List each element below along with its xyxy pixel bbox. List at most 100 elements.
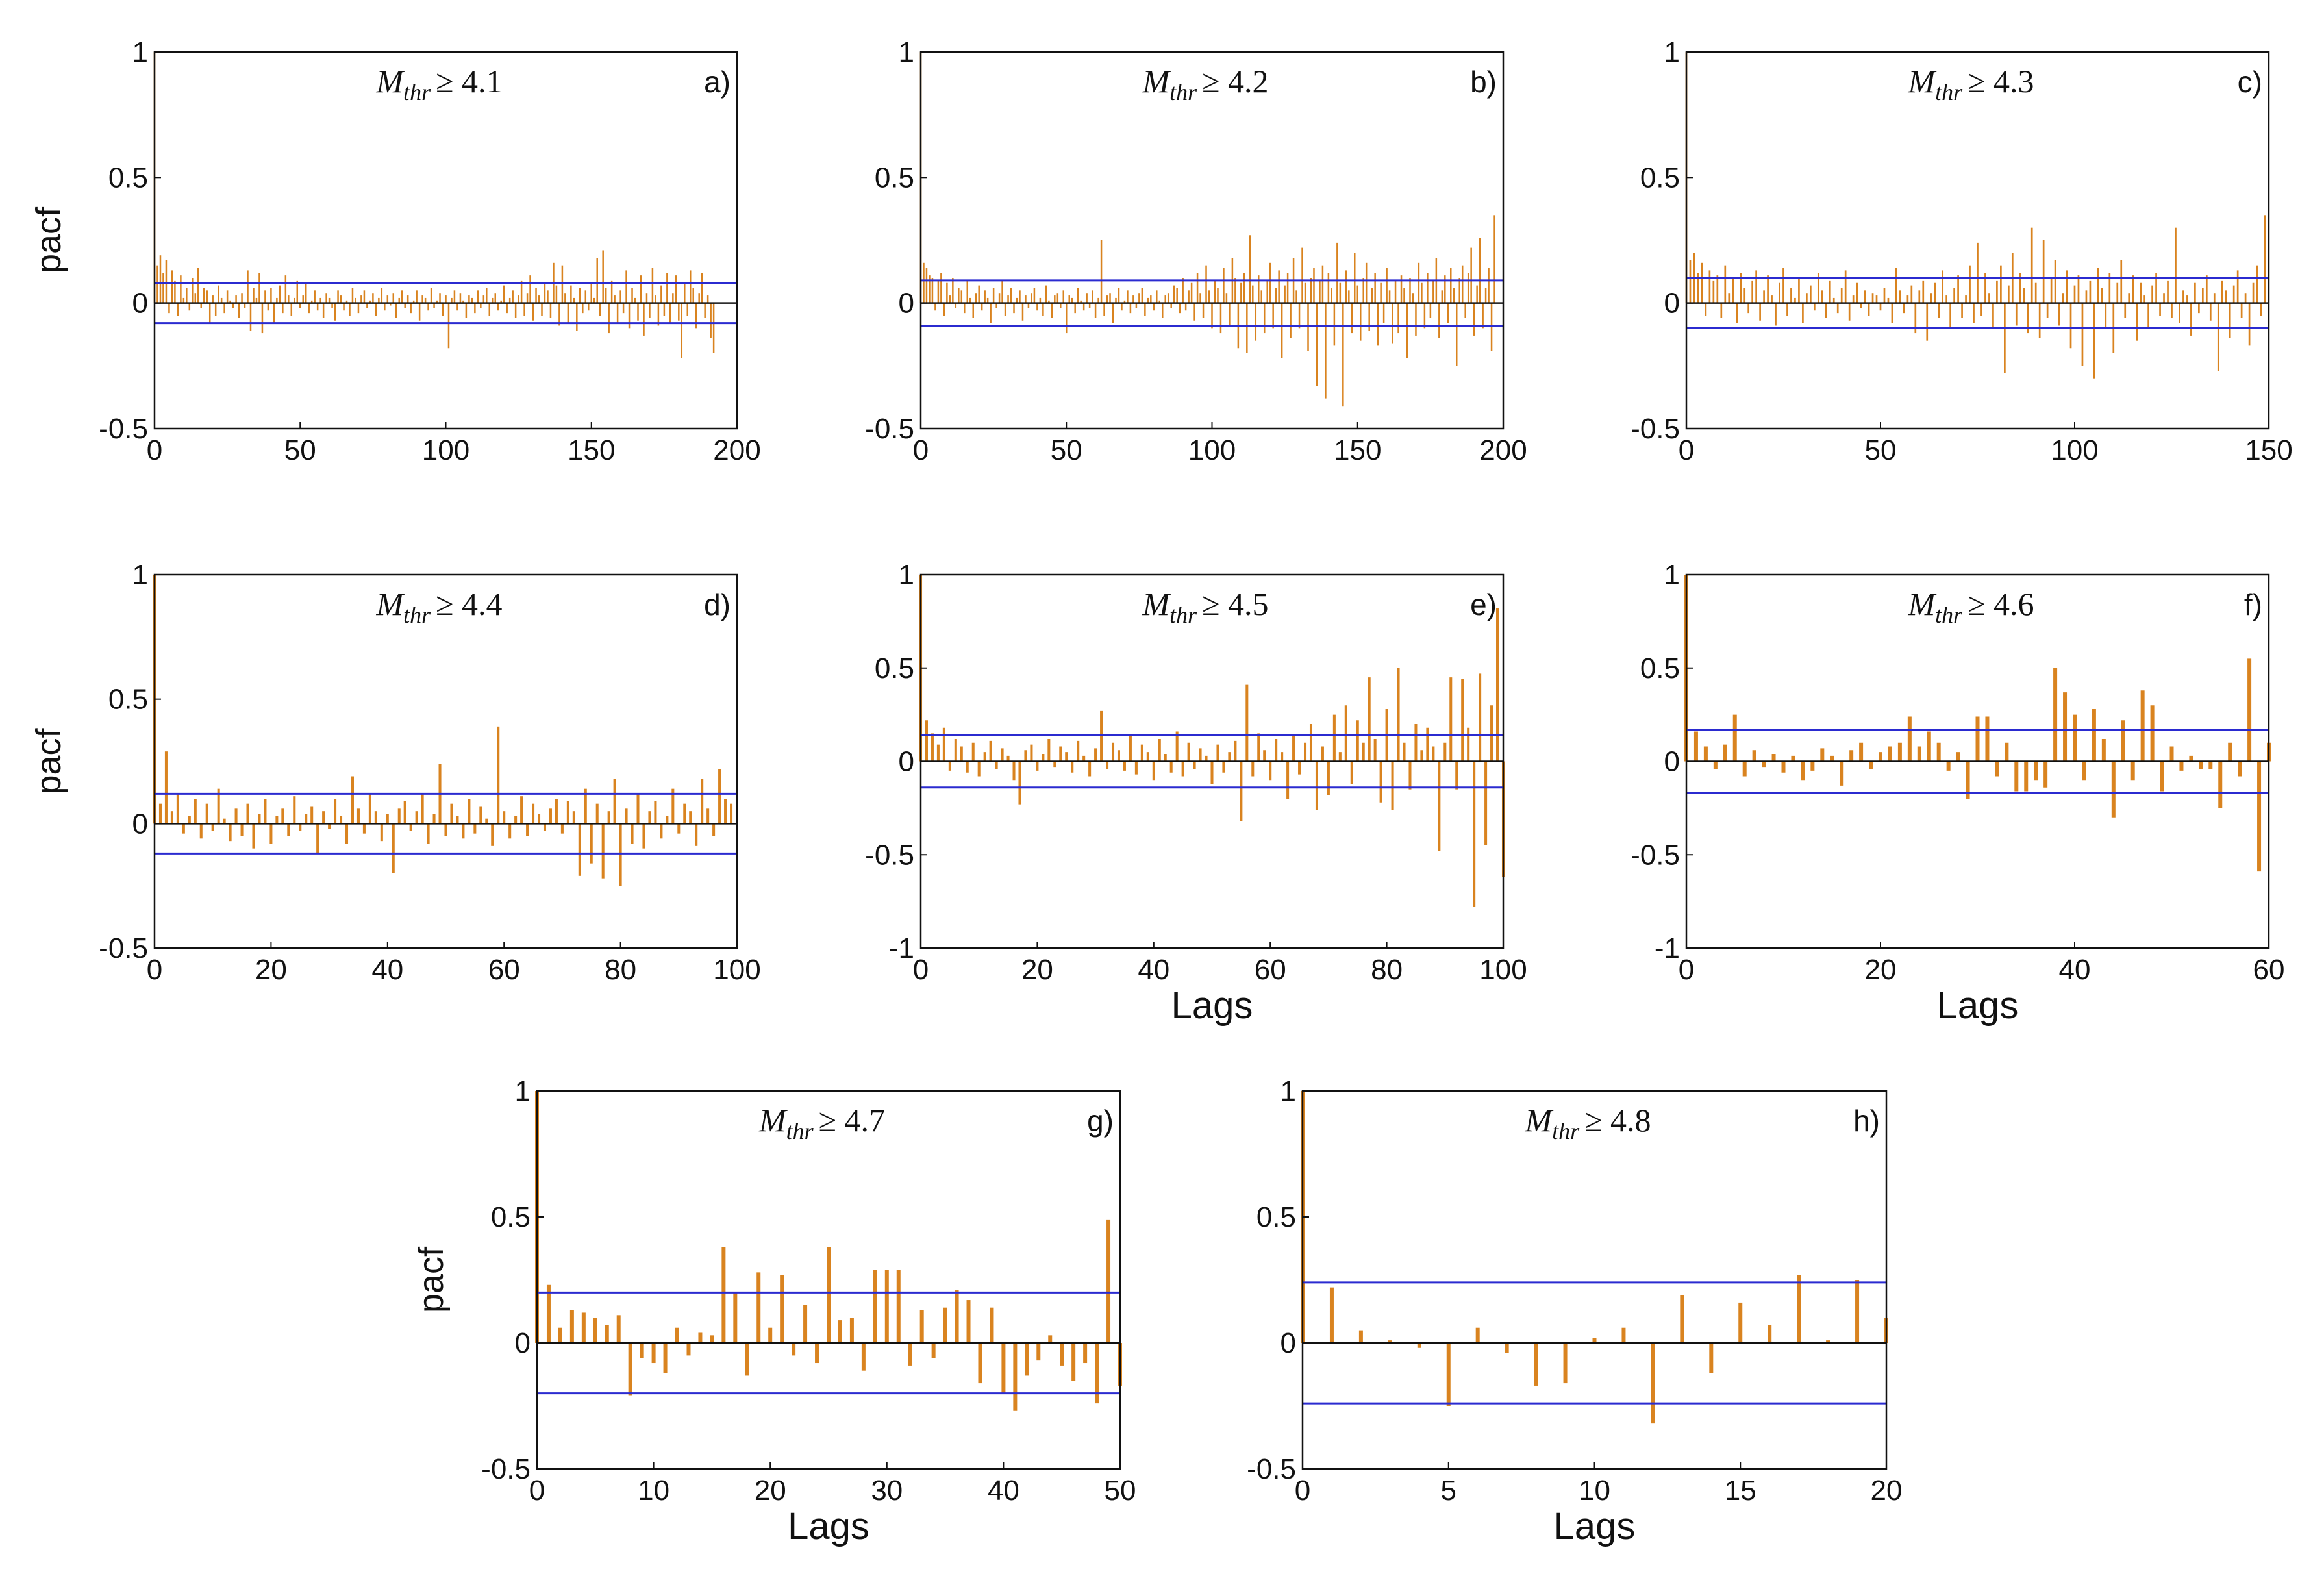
x-tick-label: 0 — [529, 1475, 545, 1507]
pacf-bar — [710, 1335, 714, 1343]
pacf-bar — [2046, 303, 2049, 318]
axes-frame — [1685, 51, 2270, 430]
pacf-bar — [1914, 303, 1917, 334]
pacf-bar — [1263, 303, 1266, 334]
x-tick-label: 0 — [1295, 1475, 1310, 1507]
pacf-bar — [1071, 761, 1074, 773]
pacf-bar — [1768, 1325, 1772, 1343]
pacf-bar — [164, 751, 168, 824]
pacf-bar — [1258, 275, 1260, 303]
pacf-bar — [590, 823, 593, 864]
pacf-bar — [1771, 754, 1776, 762]
pacf-bar — [1356, 285, 1358, 303]
pacf-bar — [1732, 714, 1737, 762]
x-axis-label: Lags — [1171, 984, 1253, 1027]
x-axis-label: Lags — [788, 1505, 869, 1547]
pacf-bar — [1697, 273, 1699, 303]
pacf-bar — [2130, 761, 2135, 781]
pacf-bar — [634, 297, 636, 303]
pacf-bar — [1493, 215, 1495, 303]
pacf-bar — [384, 303, 386, 311]
pacf-bar — [1740, 273, 1742, 303]
pacf-bar — [2030, 227, 2033, 303]
pacf-bar — [1121, 303, 1123, 311]
pacf-bar — [197, 268, 199, 303]
pacf-bar — [2062, 293, 2064, 303]
pacf-bar — [479, 806, 482, 824]
pacf-bar — [2194, 282, 2196, 303]
pacf-bar — [558, 1327, 562, 1343]
pacf-bar — [619, 290, 621, 303]
pacf-bar — [253, 288, 255, 303]
pacf-bar — [1957, 275, 1959, 303]
pacf-bar — [1127, 290, 1129, 303]
pacf-bar — [2252, 282, 2255, 303]
pacf-bar — [960, 290, 963, 303]
pacf-bar — [1222, 761, 1225, 773]
pacf-bar — [1961, 303, 1963, 318]
pacf-bar — [2256, 265, 2258, 303]
pacf-bar — [229, 300, 231, 303]
pacf-bar — [978, 285, 980, 303]
pacf-bar — [1455, 303, 1458, 366]
pacf-bar — [500, 300, 502, 303]
pacf-bar — [724, 799, 727, 824]
pacf-bar — [456, 303, 458, 311]
pacf-bar — [203, 288, 205, 303]
pacf-bar — [1467, 727, 1470, 762]
x-tick-label: 20 — [1021, 954, 1053, 986]
pacf-bar — [1208, 290, 1210, 303]
pacf-bar — [1934, 282, 1936, 303]
pacf-bar — [1461, 679, 1464, 762]
pacf-bar — [2221, 280, 2223, 303]
pacf-bar — [1479, 238, 1481, 303]
pacf-bar — [1309, 724, 1313, 762]
pacf-bar — [1966, 761, 1970, 799]
panel-title: Mthr ≥ 4.5 — [1142, 586, 1268, 628]
pacf-bar — [686, 1343, 691, 1356]
pacf-bar — [544, 282, 546, 303]
pacf-bar — [223, 303, 225, 314]
y-tick-label: 0 — [1281, 1327, 1296, 1359]
pacf-bar — [1763, 290, 1765, 303]
pacf-bar — [1479, 673, 1482, 762]
pacf-bar — [2217, 303, 2219, 371]
pacf-bar — [992, 288, 995, 303]
pacf-bar — [1829, 280, 1831, 303]
pacf-bar — [468, 799, 471, 824]
pacf-bar — [310, 806, 314, 824]
pacf-bar — [1071, 1343, 1076, 1381]
pacf-bar — [637, 303, 639, 321]
pacf-bar — [194, 293, 197, 303]
pacf-bar — [503, 811, 506, 824]
pacf-bar — [223, 818, 226, 824]
pacf-bar — [1441, 290, 1443, 303]
pacf-bar — [526, 823, 529, 836]
pacf-bar — [543, 823, 547, 831]
pacf-bar — [1738, 1302, 1743, 1343]
pacf-bar — [561, 265, 564, 303]
pacf-bar — [331, 303, 333, 308]
pacf-bar — [2069, 303, 2072, 349]
pacf-bar — [569, 1310, 574, 1343]
pacf-bar — [1205, 755, 1208, 762]
pacf-bar — [232, 303, 234, 308]
y-tick-label: 0 — [515, 1327, 531, 1359]
pacf-bar — [2198, 303, 2200, 314]
pacf-bar — [2244, 293, 2247, 303]
panel-title: Mthr ≥ 4.8 — [1524, 1102, 1651, 1144]
pacf-bar — [1077, 288, 1079, 303]
pacf-bar — [1251, 761, 1255, 777]
pacf-bar — [1047, 739, 1051, 762]
pacf-bar — [1240, 282, 1242, 303]
pacf-bar — [1152, 761, 1155, 781]
pacf-bar — [1708, 270, 1711, 303]
pacf-bar — [2043, 761, 2048, 788]
x-tick-label: 0 — [1679, 434, 1694, 466]
pacf-bar — [214, 303, 217, 316]
pacf-bar — [1476, 285, 1478, 303]
pacf-bar — [2143, 295, 2145, 303]
pacf-bar — [432, 814, 436, 824]
